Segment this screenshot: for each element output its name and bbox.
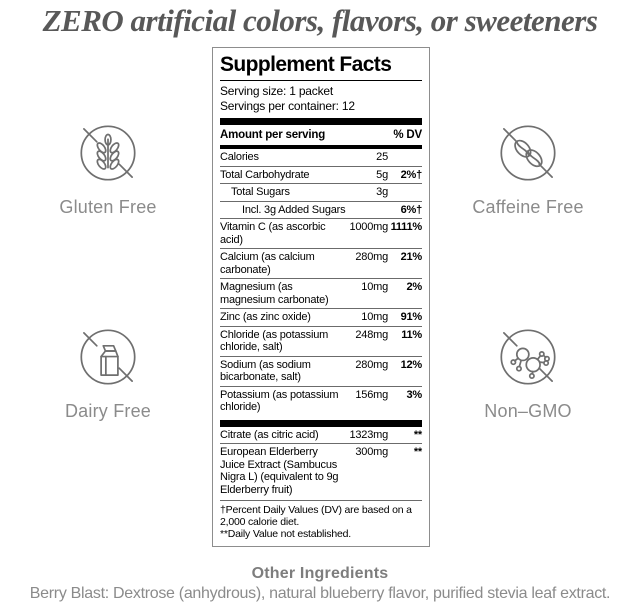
nutrient-dv: 2%† xyxy=(400,168,423,181)
nutrient-dv: ** xyxy=(413,428,422,441)
nutrient-name: European Elderberry Juice Extract (Sambu… xyxy=(220,446,339,496)
badge-label-caffeine-free: Caffeine Free xyxy=(472,197,584,217)
nutrient-row: Potassium (as potassium chloride) 156mg 3% xyxy=(220,385,423,416)
nutrient-row: Total Sugars 3g xyxy=(220,183,422,201)
nutrient-dv: 1111% xyxy=(390,221,423,233)
nutrient-name: Vitamin C (as ascorbic acid) xyxy=(220,221,326,246)
other-ingredients-text: Berry Blast: Dextrose (anhydrous), natur… xyxy=(29,585,611,602)
nutrient-amount: 156mg xyxy=(355,388,388,401)
nutrient-name: Total Sugars xyxy=(231,186,290,198)
badge-label-non-gmo: Non–GMO xyxy=(484,401,572,421)
nutrient-name: Calories xyxy=(220,151,259,163)
badge-label-gluten-free: Gluten Free xyxy=(59,197,157,217)
dairy-free-icon xyxy=(80,329,136,385)
nutrient-amount: 248mg xyxy=(355,328,388,341)
badge-gluten-free: Gluten Free xyxy=(33,122,183,218)
nutrient-amount: 10mg xyxy=(361,311,388,323)
headline: ZERO artificial colors, flavors, or swee… xyxy=(42,3,598,38)
footnote-dv-basis: †Percent Daily Values (DV) are based on … xyxy=(220,504,412,528)
nutrient-amount: 300mg xyxy=(355,446,388,458)
nutrient-name: Total Carbohydrate xyxy=(220,168,310,181)
panel-footnotes: †Percent Daily Values (DV) are based on … xyxy=(220,500,422,540)
panel-title: Supplement Facts xyxy=(220,53,392,76)
nutrient-dv: 91% xyxy=(400,311,423,323)
thick-divider xyxy=(220,419,422,427)
nutrient-row: Magnesium (as magnesium carbonate) 10mg 2% xyxy=(220,278,422,308)
nutrient-rows-secondary: Citrate (as citric acid) 1323mg ** European… xyxy=(220,427,422,499)
nutrient-row: Vitamin C (as ascorbic acid) 1000mg 1111% xyxy=(220,218,422,248)
nutrient-name: Magnesium (as magnesium carbonate) xyxy=(220,281,329,306)
nutrient-amount: 10mg xyxy=(361,281,388,293)
dv-label: % DV xyxy=(393,129,422,141)
thick-divider xyxy=(220,118,422,125)
badge-non-gmo: Non–GMO xyxy=(453,326,603,422)
caffeine-free-icon xyxy=(500,125,556,181)
nutrient-dv: ** xyxy=(413,446,422,458)
amount-per-serving-label: Amount per serving xyxy=(220,129,326,141)
footnote-dv-not-established: **Daily Value not established. xyxy=(220,528,351,540)
gluten-free-icon xyxy=(80,125,136,181)
non-gmo-icon xyxy=(500,329,556,385)
nutrient-dv: 2% xyxy=(406,281,423,293)
nutrient-amount: 1000mg xyxy=(349,221,388,233)
nutrient-name: Chloride (as potassium chloride, salt) xyxy=(220,328,329,354)
nutrient-row: Sodium (as sodium bicarbonate, salt) 280m… xyxy=(220,355,423,386)
nutrient-amount: 1323mg xyxy=(349,428,388,441)
nutrient-name: Potassium (as potassium chloride) xyxy=(220,388,339,414)
nutrient-dv: 6%† xyxy=(400,203,423,216)
nutrient-row: Chloride (as potassium chloride, salt) 24… xyxy=(220,325,422,356)
nutrient-row: European Elderberry Juice Extract (Sambu… xyxy=(220,443,422,498)
nutrient-row: Calories 25 xyxy=(220,149,422,166)
nutrient-amount: 3g xyxy=(376,186,388,198)
badge-dairy-free: Dairy Free xyxy=(33,326,183,422)
nutrient-row: Incl. 3g Added Sugars 6%† xyxy=(220,200,423,219)
supplement-facts-panel: Supplement Facts Serving size: 1 packet … xyxy=(212,47,430,547)
nutrient-amount: 5g xyxy=(376,168,388,181)
nutrient-amount: 280mg xyxy=(355,358,388,371)
nutrient-dv: 3% xyxy=(406,388,423,401)
nutrient-name: Sodium (as sodium bicarbonate, salt) xyxy=(220,358,311,384)
nutrient-amount: 25 xyxy=(376,151,388,163)
nutrient-row: Zinc (as zinc oxide) 10mg 91% xyxy=(220,308,422,326)
nutrient-rows-main: Calories 25 Total Carbohydrate 5g 2%† Total S… xyxy=(220,149,422,416)
nutrient-dv: 21% xyxy=(400,251,423,263)
amount-header-row: Amount per serving % DV xyxy=(220,125,422,145)
nutrient-dv: 12% xyxy=(400,358,423,371)
serving-size: Serving size: 1 packet xyxy=(220,84,333,98)
badge-label-dairy-free: Dairy Free xyxy=(64,401,151,421)
nutrient-name: Incl. 3g Added Sugars xyxy=(242,203,346,216)
nutrient-row: Citrate (as citric acid) 1323mg ** xyxy=(220,427,422,444)
nutrient-row: Total Carbohydrate 5g 2%† xyxy=(220,165,423,184)
badge-caffeine-free: Caffeine Free xyxy=(453,122,603,218)
nutrient-row: Calcium (as calcium carbonate) 280mg 21% xyxy=(220,248,422,278)
nutrient-dv: 11% xyxy=(401,328,422,341)
divider xyxy=(220,80,422,81)
servings-per-container: Servings per container: 12 xyxy=(220,99,355,113)
nutrient-name: Calcium (as calcium carbonate) xyxy=(220,251,315,276)
nutrient-name: Citrate (as citric acid) xyxy=(220,428,319,441)
medium-divider xyxy=(220,145,422,149)
other-ingredients-title: Other Ingredients xyxy=(251,565,389,582)
nutrient-name: Zinc (as zinc oxide) xyxy=(220,311,311,323)
nutrient-amount: 280mg xyxy=(355,251,388,263)
